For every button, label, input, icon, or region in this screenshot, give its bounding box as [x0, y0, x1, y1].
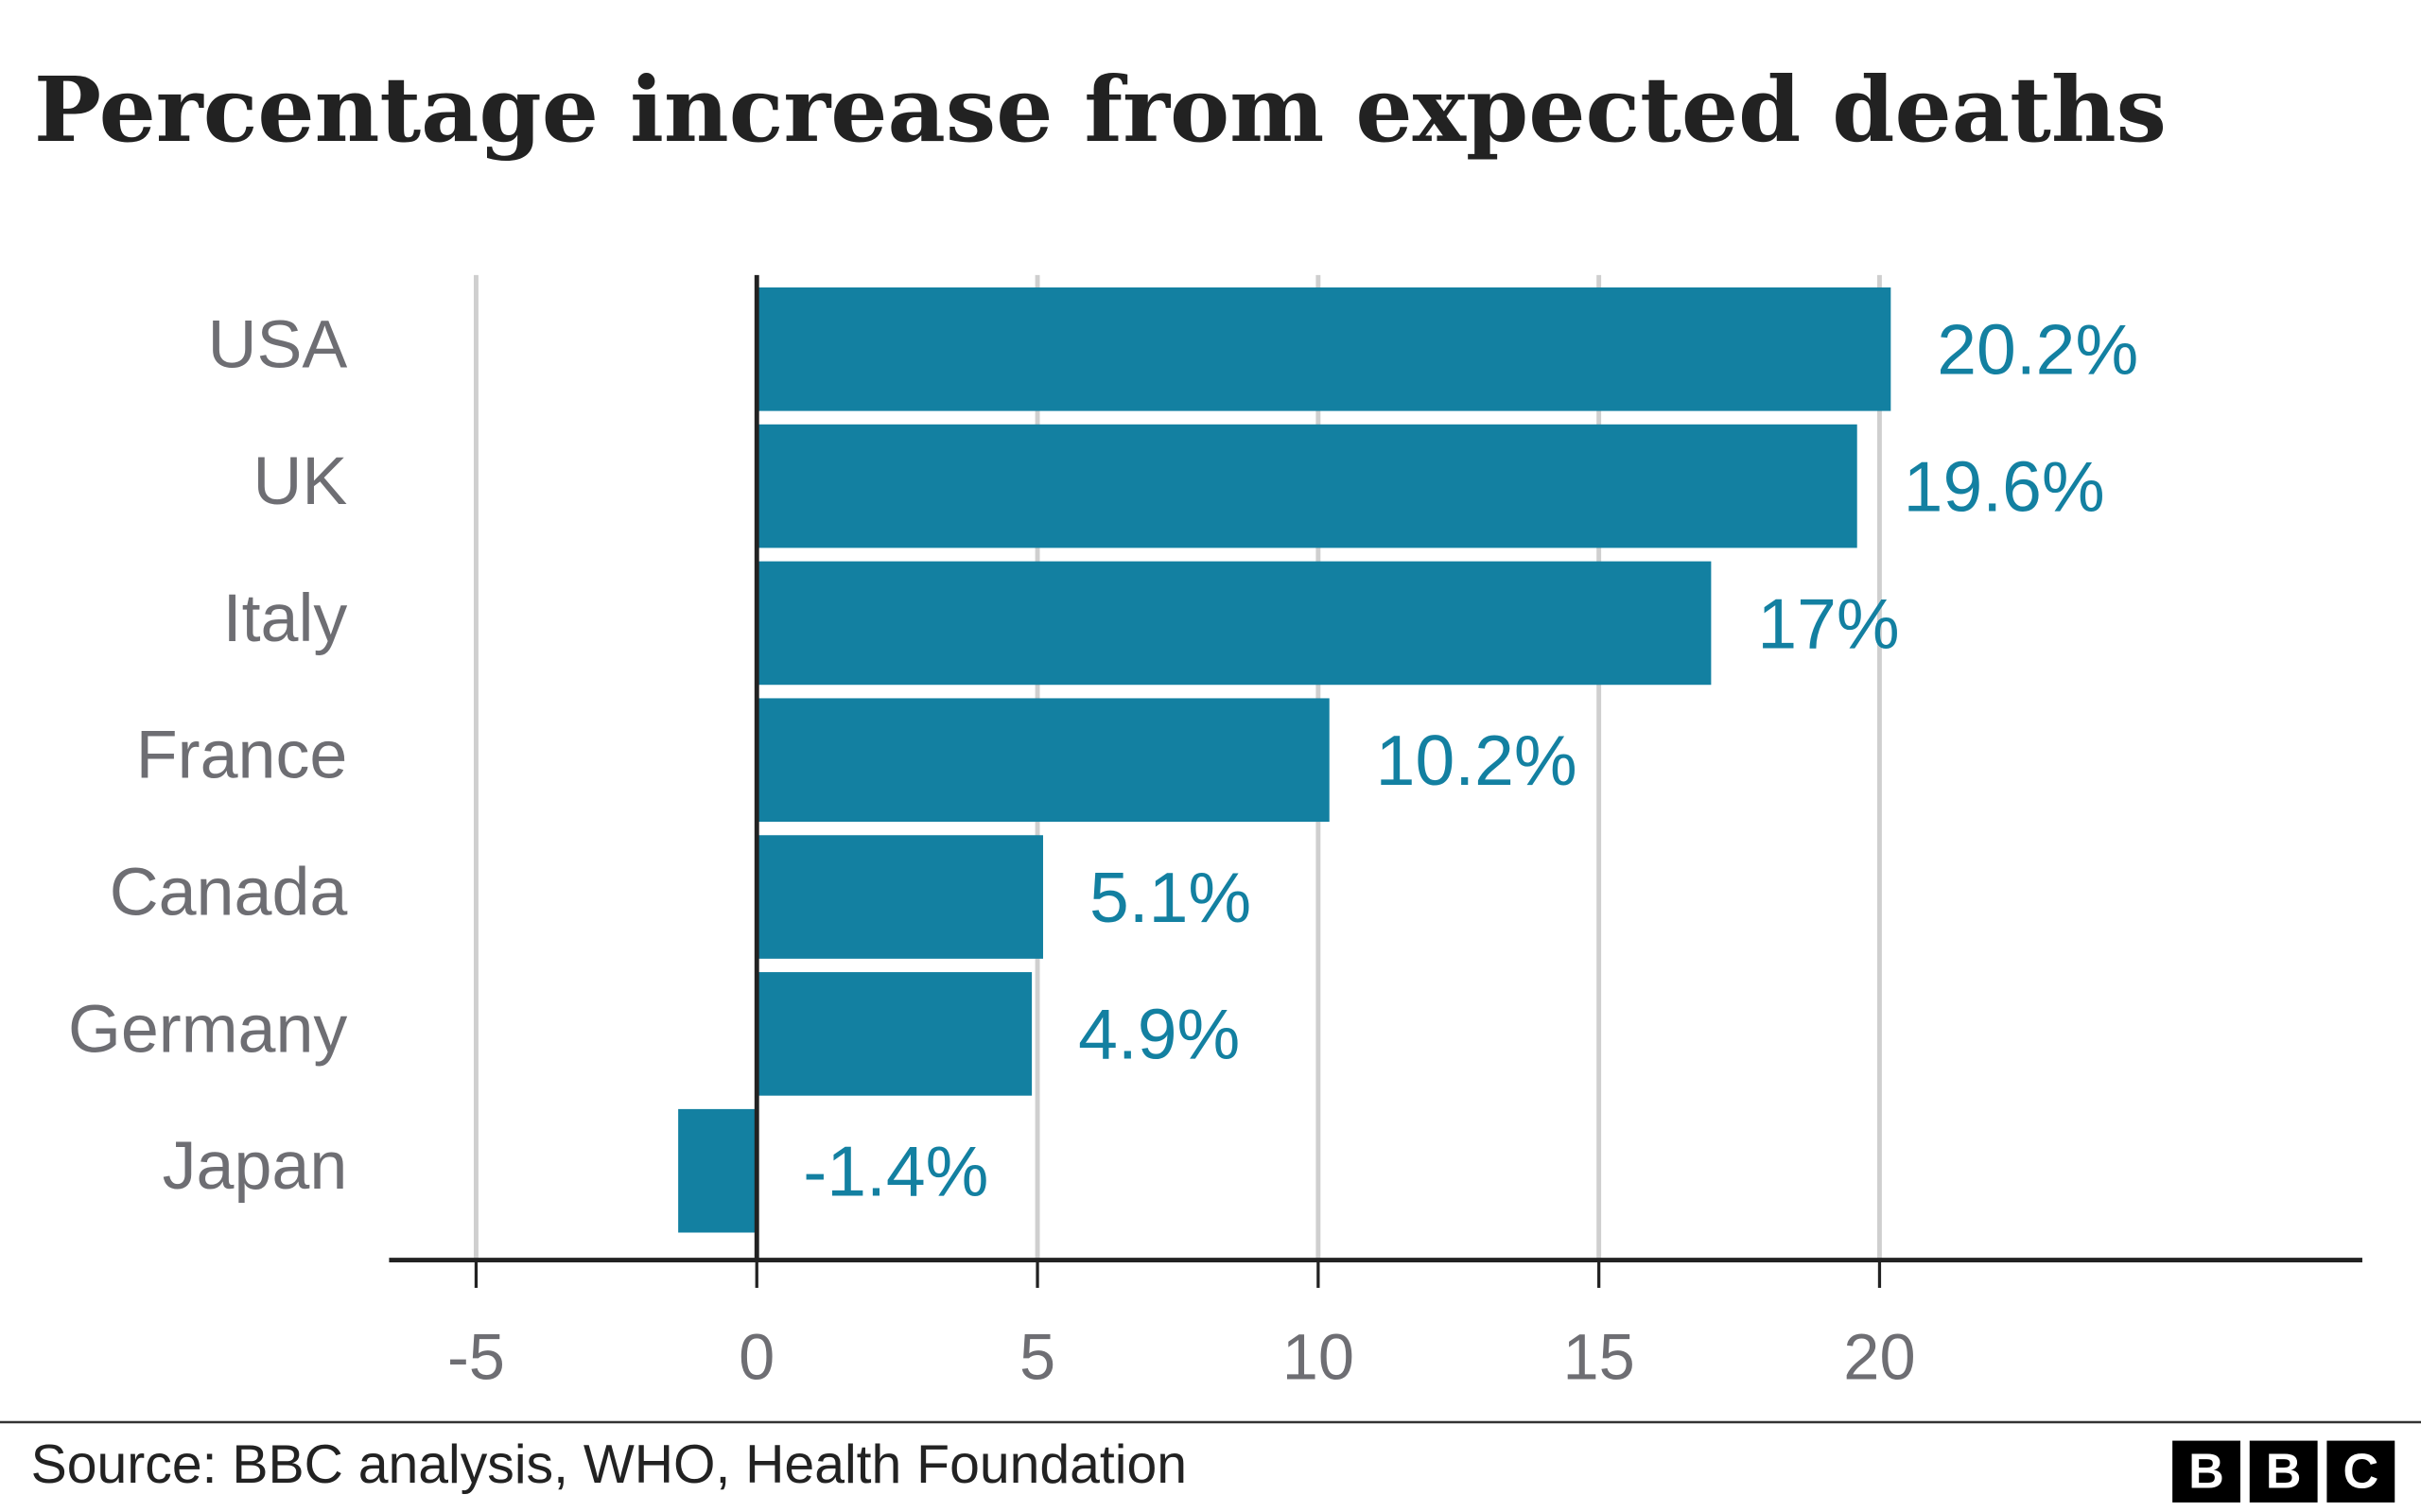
- value-label: 5.1%: [1089, 858, 1251, 937]
- logo-box: [2326, 1440, 2395, 1503]
- bar: [757, 972, 1033, 1096]
- bar: [678, 1108, 758, 1233]
- category-label: USA: [208, 306, 348, 382]
- x-tick-label: 5: [1019, 1320, 1055, 1393]
- value-label: 17%: [1757, 583, 1899, 663]
- bar: [757, 561, 1712, 686]
- category-label: France: [136, 718, 348, 793]
- logo-box: [2249, 1440, 2318, 1503]
- category-label: Germany: [68, 991, 347, 1067]
- x-tick-label: 20: [1843, 1320, 1915, 1393]
- x-tick-label: 15: [1563, 1320, 1635, 1393]
- logo-letter: B: [2188, 1444, 2224, 1499]
- category-label: Canada: [110, 855, 348, 930]
- logo-letter: B: [2266, 1444, 2302, 1499]
- source: Source: BBC analysis, WHO, Health Founda…: [31, 1434, 1187, 1495]
- x-tick-label: -5: [447, 1320, 505, 1393]
- category-label: Italy: [223, 581, 348, 656]
- value-label: 4.9%: [1078, 995, 1240, 1074]
- x-tick-label: 10: [1282, 1320, 1354, 1393]
- plot: USA 20.2% UK 19.6% Italy 17% France 10.2% Canada…: [68, 274, 2362, 1263]
- category-label: UK: [253, 443, 348, 519]
- category-label: Japan: [163, 1128, 348, 1204]
- bar: [757, 424, 1857, 548]
- value-label: 10.2%: [1376, 721, 1577, 800]
- value-label: -1.4%: [803, 1132, 988, 1211]
- x-tick-label: 0: [739, 1320, 775, 1393]
- value-label: 19.6%: [1904, 446, 2105, 526]
- bar: [757, 287, 1891, 411]
- chart-title: Percentage increase from expected deaths: [34, 58, 2167, 163]
- bar: [757, 835, 1043, 959]
- logo-box: [2172, 1440, 2240, 1503]
- logo-letter: C: [2343, 1444, 2378, 1499]
- value-label: 20.2%: [1937, 310, 2138, 390]
- bar: [757, 698, 1330, 823]
